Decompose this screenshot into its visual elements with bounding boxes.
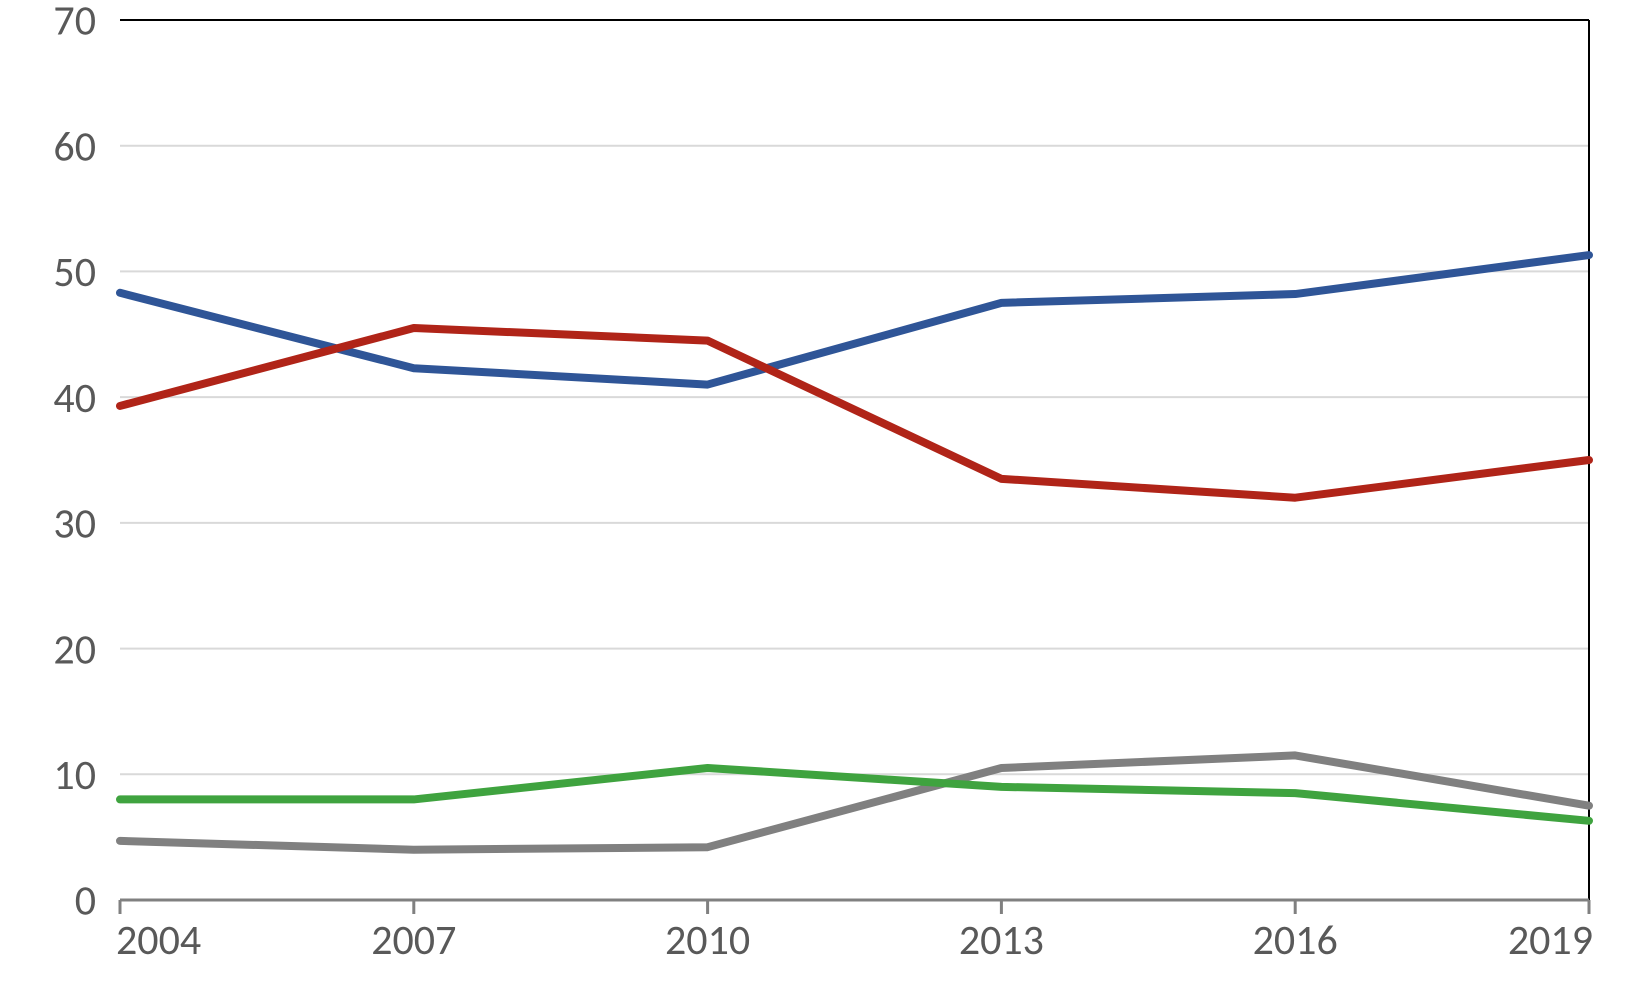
y-tick-label: 70 [53, 0, 96, 47]
line-chart: 2004 2007 2010 2013 2016 2019 0 10 20 30 40 50 60 70 [0, 0, 1639, 990]
y-tick-label: 30 [53, 499, 96, 550]
y-tick-label: 60 [53, 121, 96, 172]
y-tick-label: 20 [53, 624, 96, 675]
y-tick-label: 50 [53, 247, 96, 298]
x-tick-label: 2007 [371, 915, 456, 966]
x-tick-label: 2016 [1253, 915, 1338, 966]
x-tick-label: 2019 [1508, 915, 1593, 966]
x-tick-label: 2004 [116, 915, 201, 966]
y-tick-label: 10 [53, 750, 96, 801]
x-tick-label: 2013 [959, 915, 1044, 966]
x-tick-label: 2010 [665, 915, 750, 966]
y-tick-label: 40 [53, 373, 96, 424]
y-tick-label: 0 [75, 876, 96, 927]
